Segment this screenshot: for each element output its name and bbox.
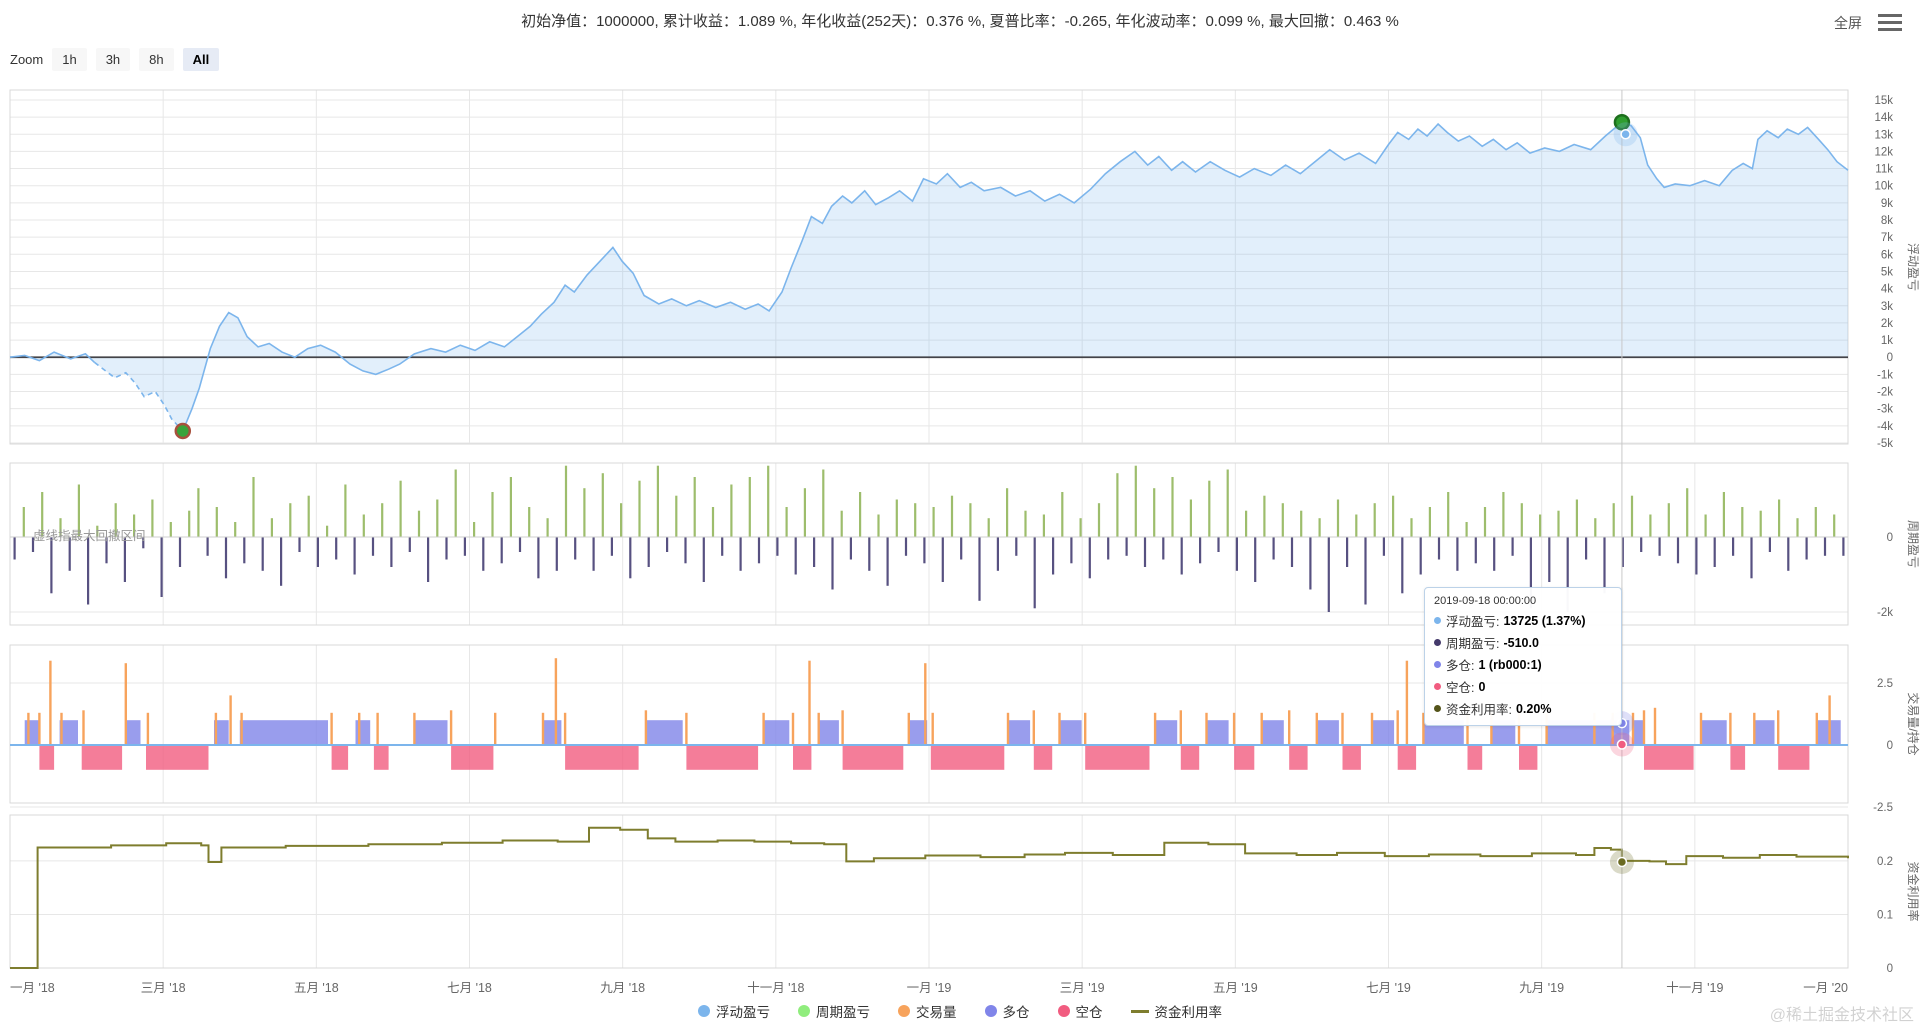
svg-text:一月 '19: 一月 '19 <box>907 981 952 995</box>
svg-text:4k: 4k <box>1881 284 1893 296</box>
svg-text:7k: 7k <box>1881 232 1893 244</box>
svg-text:0.1: 0.1 <box>1877 909 1893 921</box>
svg-text:周期盈亏: 周期盈亏 <box>1906 520 1920 568</box>
zoom-toolbar: Zoom 1h 3h 8h All <box>10 48 220 71</box>
svg-text:九月 '19: 九月 '19 <box>1519 981 1564 995</box>
svg-text:15k: 15k <box>1874 95 1893 107</box>
svg-text:0: 0 <box>1887 352 1893 364</box>
series-dot-icon <box>1434 705 1441 712</box>
zoom-button-1h[interactable]: 1h <box>52 48 87 71</box>
svg-text:-2k: -2k <box>1877 387 1893 399</box>
tooltip-date: 2019-09-18 00:00:00 <box>1434 595 1537 607</box>
svg-text:三月 '18: 三月 '18 <box>141 981 186 995</box>
legend-item-floating-pnl[interactable]: 浮动盈亏 <box>698 1001 770 1021</box>
series-dot-icon <box>1434 617 1441 624</box>
svg-text:-1k: -1k <box>1877 369 1893 381</box>
panel-2: 0 -2k 周期盈亏 <box>9 462 1920 626</box>
zoom-button-8h[interactable]: 8h <box>139 48 174 71</box>
svg-text:0: 0 <box>1887 532 1893 544</box>
svg-text:-2.5: -2.5 <box>1873 802 1893 814</box>
hover-point[interactable] <box>1616 856 1628 868</box>
svg-text:十一月 '19: 十一月 '19 <box>1666 981 1723 995</box>
svg-text:5k: 5k <box>1881 266 1893 278</box>
min-marker[interactable] <box>174 422 192 440</box>
svg-text:十一月 '18: 十一月 '18 <box>747 981 804 995</box>
svg-text:浮动盈亏: 浮动盈亏 <box>1906 243 1920 291</box>
svg-text:一月 '20: 一月 '20 <box>1803 981 1848 995</box>
zoom-button-3h[interactable]: 3h <box>95 48 131 71</box>
tooltip-row: 资金利用率: 0.20% <box>1434 699 1612 718</box>
capital-usage-line <box>10 826 1849 969</box>
zoom-label: Zoom <box>10 52 44 67</box>
svg-text:-3k: -3k <box>1877 404 1893 416</box>
max-marker[interactable] <box>1613 113 1631 131</box>
tooltip-row: 浮动盈亏: 13725 (1.37%) <box>1434 611 1612 630</box>
svg-text:6k: 6k <box>1881 249 1893 261</box>
svg-text:九月 '18: 九月 '18 <box>600 981 645 995</box>
zoom-button-all[interactable]: All <box>182 48 220 71</box>
fullscreen-button[interactable]: 全屏 <box>1834 15 1862 31</box>
svg-text:11k: 11k <box>1875 164 1893 176</box>
max-drawdown-dashed-line <box>94 361 184 432</box>
legend-item-period-pnl[interactable]: 周期盈亏 <box>798 1001 870 1021</box>
svg-text:8k: 8k <box>1881 215 1893 227</box>
series-dot-icon <box>1434 661 1441 668</box>
svg-text:10k: 10k <box>1874 181 1893 193</box>
summary-stats-title: 初始净值：1000000, 累计收益：1.089 %, 年化收益(252天)：0… <box>521 13 1399 30</box>
svg-text:0: 0 <box>1887 963 1893 975</box>
svg-text:-5k: -5k <box>1877 438 1893 450</box>
tooltip-row: 空仓: 0 <box>1434 677 1612 696</box>
legend-line-icon <box>1130 1009 1149 1013</box>
drawdown-note: 虚线指最大回撤区间 <box>33 529 146 543</box>
legend-dot-icon <box>798 1005 810 1017</box>
svg-text:1k: 1k <box>1881 335 1893 347</box>
legend-dot-icon <box>698 1005 710 1017</box>
hamburger-menu-icon[interactable] <box>1878 14 1902 31</box>
panel-3: 2.5 0 -2.5 交易量/持仓 <box>9 644 1920 814</box>
svg-text:9k: 9k <box>1881 198 1893 210</box>
legend-item-short[interactable]: 空仓 <box>1057 1001 1103 1021</box>
tooltip-row: 周期盈亏: -510.0 <box>1434 633 1612 652</box>
svg-text:0: 0 <box>1887 740 1893 752</box>
svg-text:13k: 13k <box>1874 129 1893 141</box>
svg-text:三月 '19: 三月 '19 <box>1060 981 1105 995</box>
svg-text:资金利用率: 资金利用率 <box>1906 861 1920 921</box>
svg-text:七月 '18: 七月 '18 <box>447 981 492 995</box>
series-dot-icon <box>1434 639 1441 646</box>
svg-text:2k: 2k <box>1881 318 1893 330</box>
svg-text:14k: 14k <box>1874 112 1893 124</box>
svg-text:3k: 3k <box>1881 301 1893 313</box>
tooltip-row: 多仓: 1 (rb000:1) <box>1434 655 1612 674</box>
svg-text:0.2: 0.2 <box>1877 856 1893 868</box>
chart-tooltip: 2019-09-18 00:00:00 浮动盈亏: 13725 (1.37%) 周… <box>1424 587 1622 726</box>
svg-text:一月 '18: 一月 '18 <box>10 981 55 995</box>
panel-4: 0.2 0.1 0 资金利用率 <box>9 814 1920 975</box>
svg-text:交易量/持仓: 交易量/持仓 <box>1906 692 1920 755</box>
floating-pnl-area <box>10 122 1848 431</box>
svg-text:12k: 12k <box>1874 146 1893 158</box>
svg-text:七月 '19: 七月 '19 <box>1366 981 1411 995</box>
legend-dot-icon <box>984 1005 997 1017</box>
hover-point[interactable] <box>1620 129 1631 140</box>
legend-item-capital-usage[interactable]: 资金利用率 <box>1130 1001 1222 1021</box>
svg-text:五月 '18: 五月 '18 <box>294 981 339 995</box>
chart-legend: 浮动盈亏 周期盈亏 交易量 多仓 空仓 资金利用率 <box>0 1001 1920 1021</box>
series-dot-icon <box>1434 683 1441 690</box>
watermark: @稀土掘金技术社区 <box>1769 1007 1914 1024</box>
svg-text:五月 '19: 五月 '19 <box>1213 981 1258 995</box>
legend-item-long[interactable]: 多仓 <box>984 1001 1030 1021</box>
svg-text:-2k: -2k <box>1877 607 1893 619</box>
panel-1: 15k 14k 13k 12k 11k 10k 9k 8k 7k 6k 5k 4k 3k 2k 1k 0 -1k… <box>9 89 1920 450</box>
hover-point[interactable] <box>1616 739 1628 750</box>
svg-text:-4k: -4k <box>1877 421 1893 433</box>
svg-text:2.5: 2.5 <box>1877 678 1893 690</box>
legend-item-volume[interactable]: 交易量 <box>898 1001 957 1021</box>
legend-dot-icon <box>1057 1005 1070 1017</box>
legend-dot-icon <box>898 1005 910 1017</box>
